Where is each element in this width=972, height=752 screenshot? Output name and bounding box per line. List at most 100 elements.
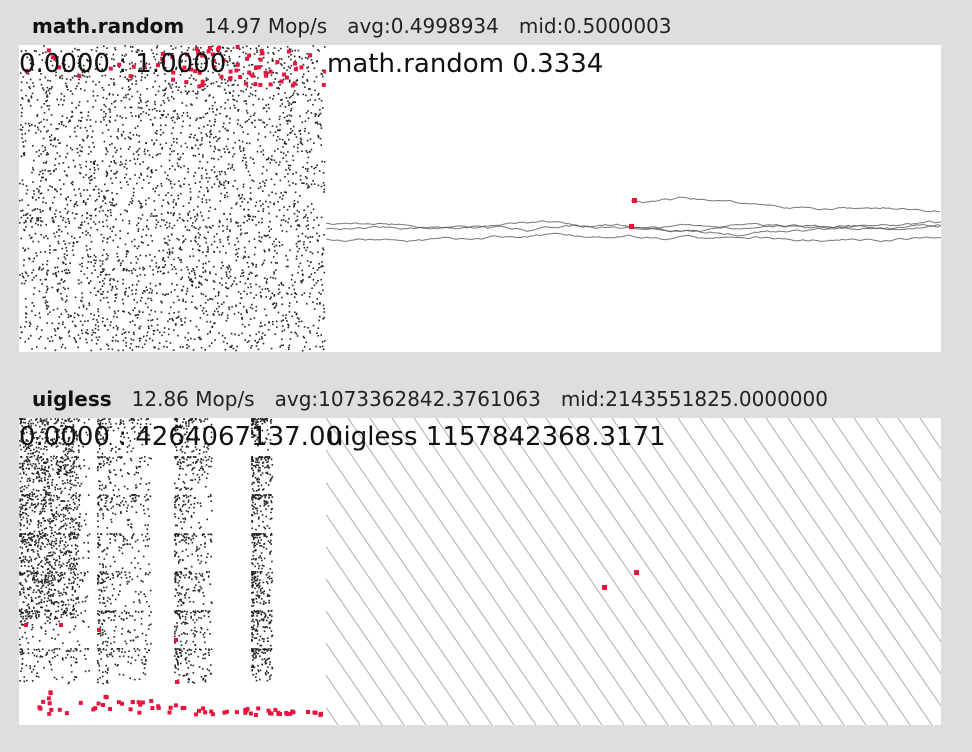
scatter-point <box>254 579 257 582</box>
scatter-point <box>104 605 107 607</box>
scatter-point <box>158 342 161 344</box>
scatter-point <box>46 651 48 654</box>
scatter-point <box>54 616 57 618</box>
scatter-point <box>21 331 23 334</box>
scatter-point <box>177 648 179 650</box>
scatter-point <box>145 423 148 425</box>
scatter-point <box>42 150 45 153</box>
scatter-point <box>235 349 237 352</box>
scatter-point <box>105 190 108 192</box>
scatter-point <box>224 173 227 176</box>
scatter-point <box>158 85 161 88</box>
scatter-point <box>268 67 271 69</box>
scatter-point <box>180 45 183 48</box>
scatter-point <box>195 461 197 463</box>
scatter-point <box>257 210 260 212</box>
scatter-point <box>317 184 320 187</box>
scatter-point <box>212 136 215 139</box>
scatter-point <box>182 300 184 302</box>
scatter-point <box>108 306 111 309</box>
scatter-point <box>209 533 211 535</box>
scatter-point <box>137 432 140 434</box>
scatter-point <box>261 598 263 600</box>
scatter-point <box>268 496 270 499</box>
scatter-point <box>25 214 27 216</box>
scatter-point <box>174 513 176 515</box>
scatter-point <box>46 263 48 266</box>
scatter-point <box>255 457 257 460</box>
scatter-point <box>174 444 176 446</box>
scatter-point <box>53 169 56 172</box>
scatter-point <box>193 226 195 228</box>
scatter-point <box>37 585 39 587</box>
highlight-point <box>284 75 289 80</box>
scatter-point <box>112 239 114 242</box>
random-walk-plot-math-random <box>326 196 941 243</box>
scatter-point <box>256 461 259 464</box>
scatter-point <box>228 55 230 58</box>
scatter-point <box>174 671 176 674</box>
scatter-point <box>189 320 192 322</box>
scatter-point <box>198 190 201 193</box>
scatter-point <box>321 160 323 163</box>
scatter-point <box>242 186 245 188</box>
scatter-point <box>225 282 227 284</box>
scatter-point <box>281 330 284 333</box>
scatter-point <box>141 235 143 238</box>
scatter-point <box>35 579 38 582</box>
scatter-point <box>111 230 113 233</box>
scatter-point <box>193 136 195 139</box>
scatter-point <box>170 87 172 89</box>
scatter-point <box>181 445 183 448</box>
scatter-point <box>25 221 27 223</box>
scatter-point <box>117 456 119 458</box>
scatter-point <box>140 70 142 72</box>
scatter-point <box>121 163 123 165</box>
scatter-point <box>142 111 145 113</box>
scatter-point <box>177 555 180 558</box>
scatter-point <box>50 139 53 142</box>
scatter-point <box>123 436 125 438</box>
scatter-point <box>49 185 51 187</box>
scatter-point <box>202 156 204 158</box>
scatter-point <box>255 611 257 613</box>
scatter-point <box>67 196 69 198</box>
scatter-point <box>67 456 69 458</box>
scatter-point <box>100 271 102 273</box>
scatter-point <box>108 273 111 276</box>
scatter-point <box>197 228 200 231</box>
scatter-point <box>275 302 278 305</box>
scatter-point <box>122 328 125 331</box>
scatter-point <box>57 418 59 420</box>
scatter-point <box>184 517 186 519</box>
scatter-point <box>221 303 223 305</box>
scatter-point <box>320 127 323 129</box>
scatter-point <box>181 527 183 530</box>
scatter-point <box>252 495 255 498</box>
scatter-point <box>140 60 142 63</box>
scatter-point <box>186 622 189 625</box>
scatter-point <box>297 271 299 274</box>
scatter-point <box>161 147 164 149</box>
scatter-point <box>205 262 207 265</box>
scatter-point <box>45 304 48 307</box>
scatter-point <box>152 333 155 335</box>
scatter-point <box>128 419 131 422</box>
scatter-point <box>71 149 74 151</box>
scatter-point <box>101 484 104 486</box>
scatter-point <box>293 55 296 58</box>
scatter-point <box>132 75 134 77</box>
scatter-point <box>89 234 91 237</box>
scatter-point <box>251 666 253 668</box>
scatter-point <box>109 578 112 580</box>
scatter-point <box>101 132 104 134</box>
scatter-point <box>92 106 94 108</box>
scatter-point <box>35 252 37 254</box>
scatter-point <box>294 60 296 62</box>
scatter-point <box>243 290 246 293</box>
scatter-point <box>87 70 90 73</box>
scatter-point <box>104 105 107 108</box>
scatter-point <box>119 456 121 458</box>
scatter-point <box>201 215 203 217</box>
scatter-point <box>245 45 248 48</box>
